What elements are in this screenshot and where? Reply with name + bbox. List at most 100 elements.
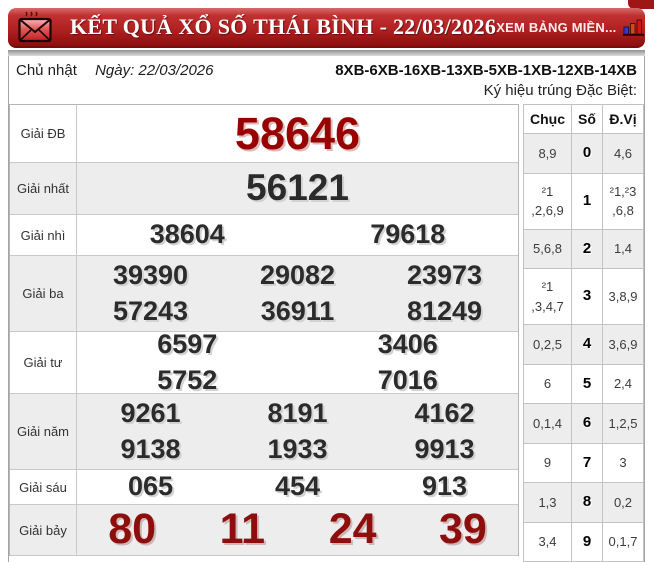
tens-cell: 0,1,4 <box>523 403 572 444</box>
prize-number: 23973 <box>406 260 483 291</box>
units-cell: 0,2 <box>602 482 644 523</box>
digit-cell: 8 <box>571 482 603 523</box>
page-title: KẾT QUẢ XỔ SỐ THÁI BÌNH - 22/03/2026 <box>70 14 497 39</box>
prize-number: 6597 <box>157 329 218 360</box>
prize-numbers: 9261 8191 4162 9138 1933 9913 <box>77 394 518 469</box>
prize-number: 9261 <box>120 398 181 429</box>
envelope-icon <box>18 9 56 45</box>
header-bar: KẾT QUẢ XỔ SỐ THÁI BÌNH - 22/03/2026 XEM… <box>8 8 645 48</box>
prize-label: Giải tư <box>10 332 77 393</box>
digits-row-4: 0,2,5 4 3,6,9 <box>523 324 644 365</box>
digits-row-6: 0,1,4 6 1,2,5 <box>523 403 644 444</box>
digits-row-0: 8,9 0 4,6 <box>523 133 644 174</box>
prize-number: 7016 <box>377 364 438 395</box>
number-line: 39390 29082 23973 <box>77 258 518 293</box>
digits-header: Đ.Vị <box>602 104 644 134</box>
prize-label: Giải năm <box>10 394 77 469</box>
prize-number: 81249 <box>406 295 483 326</box>
digits-row-3: ²1 ,3,4,7 3 3,8,9 <box>523 268 644 325</box>
prize-number: 9913 <box>414 433 475 464</box>
digits-row-8: 1,3 8 0,2 <box>523 482 644 523</box>
tens-cell: 6 <box>523 363 572 404</box>
prize-row-nhat: Giải nhất 56121 <box>10 163 518 215</box>
prize-row-nam: Giải năm 9261 8191 4162 9138 1933 9913 <box>10 394 518 470</box>
digit-cell: 1 <box>571 172 603 230</box>
prize-table: Giải ĐB 58646 Giải nhất 56121 Giải nhì 38604 7… <box>9 104 519 556</box>
cut-off-red-element <box>628 0 654 9</box>
digits-table: Chục Số Đ.Vị 8,9 0 4,6 ²1 ,2,6,9 1 ²1,²3 ,6,8 5,… <box>523 104 644 562</box>
tens-cell: 1,3 <box>523 482 572 523</box>
prize-number: 58646 <box>234 107 361 159</box>
prize-row-db: Giải ĐB 58646 <box>10 105 518 163</box>
prize-number: 29082 <box>259 260 336 291</box>
tens-cell: 8,9 <box>523 133 572 174</box>
draw-date: Chủ nhật Ngày: 22/03/2026 <box>16 62 214 79</box>
prize-numbers: 065 454 913 <box>77 470 518 504</box>
units-cell: 2,4 <box>602 363 644 404</box>
number-line: 57243 36911 81249 <box>77 294 518 329</box>
digit-cell: 0 <box>571 133 603 174</box>
digits-header: Số <box>571 104 603 134</box>
prize-number: 38604 <box>149 219 225 250</box>
digits-table-head-row: Chục Số Đ.Vị <box>523 104 644 134</box>
digit-cell: 5 <box>571 363 603 404</box>
prize-number: 3406 <box>377 329 438 360</box>
digit-cell: 7 <box>571 442 603 483</box>
prize-numbers: 38604 79618 <box>77 215 518 255</box>
prize-number: 11 <box>219 505 266 554</box>
prize-number: 57243 <box>112 295 189 326</box>
prize-number: 80 <box>108 505 157 554</box>
tens-cell: 5,6,8 <box>523 228 572 269</box>
prize-numbers: 56121 <box>77 163 518 214</box>
prize-numbers: 39390 29082 23973 57243 36911 81249 <box>77 256 518 331</box>
prize-label: Giải ĐB <box>10 105 77 162</box>
prize-number: 913 <box>421 471 468 502</box>
number-line: 38604 79618 <box>77 217 518 252</box>
number-line: 065 454 913 <box>77 469 518 504</box>
prize-number: 24 <box>328 505 377 554</box>
prize-number: 36911 <box>260 295 335 326</box>
digits-header: Chục <box>523 104 572 134</box>
number-line: 9138 1933 9913 <box>77 432 518 467</box>
header-shadow-strip <box>8 50 645 56</box>
digit-cell: 6 <box>571 403 603 444</box>
tens-cell: 0,2,5 <box>523 324 572 365</box>
digit-cell: 3 <box>571 268 603 325</box>
prize-label: Giải sáu <box>10 470 77 504</box>
units-cell: 1,2,5 <box>602 403 644 444</box>
prize-label: Giải bảy <box>10 505 77 555</box>
prize-label: Giải ba <box>10 256 77 331</box>
prize-label: Giải nhì <box>10 215 77 255</box>
date-label: Ngày: 22/03/2026 <box>95 62 214 79</box>
bar-chart-icon[interactable] <box>623 19 645 36</box>
prize-number: 39390 <box>112 260 189 291</box>
view-region-link[interactable]: XEM BẢNG MIỀN... <box>496 19 617 35</box>
digits-row-2: 5,6,8 2 1,4 <box>523 228 644 269</box>
number-line: 5752 7016 <box>77 363 518 398</box>
prize-number: 454 <box>274 471 321 502</box>
prize-numbers: 80 11 24 39 <box>77 505 518 555</box>
digit-cell: 4 <box>571 324 603 365</box>
units-cell: 3,8,9 <box>602 268 644 325</box>
digits-row-9: 3,4 9 0,1,7 <box>523 521 644 562</box>
tens-cell: ²1 ,2,6,9 <box>523 172 572 230</box>
weekday-label: Chủ nhật <box>16 62 77 79</box>
prize-number: 79618 <box>370 219 446 250</box>
prize-label: Giải nhất <box>10 163 77 214</box>
digit-cell: 2 <box>571 228 603 269</box>
results-content: Chủ nhật Ngày: 22/03/2026 8XB-6XB-16XB-1… <box>8 56 645 562</box>
number-line: 56121 <box>77 167 518 210</box>
units-cell: ²1,²3 ,6,8 <box>602 172 644 230</box>
prize-number: 56121 <box>246 167 349 209</box>
prize-number: 1933 <box>267 433 328 464</box>
number-line: 9261 8191 4162 <box>77 396 518 431</box>
tens-cell: 9 <box>523 442 572 483</box>
special-codes: 8XB-6XB-16XB-13XB-5XB-1XB-12XB-14XB <box>335 62 637 79</box>
prize-number: 4162 <box>414 398 475 429</box>
tens-cell: ²1 ,3,4,7 <box>523 268 572 325</box>
prize-number: 8191 <box>267 398 328 429</box>
tens-cell: 3,4 <box>523 521 572 562</box>
digits-row-5: 6 5 2,4 <box>523 363 644 404</box>
